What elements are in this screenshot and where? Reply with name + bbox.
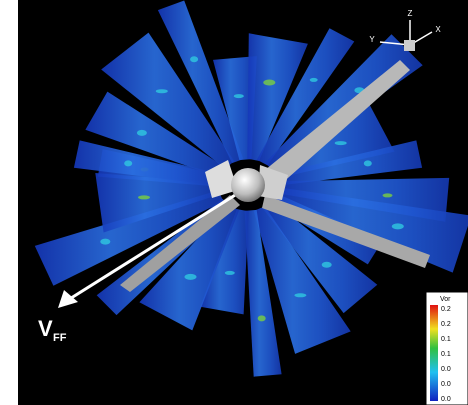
vortex [100,239,110,245]
sphere [231,168,265,202]
legend-label: 0.0 [441,366,451,373]
vortex [190,56,198,62]
triad-cube [404,40,415,51]
colorbar [430,305,438,401]
vortex [392,223,404,229]
legend-label: 0.0 [441,396,451,403]
legend-label: 0.0 [441,381,451,388]
visualization: V FF Z Y X Vor 0.2 0.2 0.1 0.1 0.0 0.0 0.0 [0,0,468,405]
triad-label: X [435,25,441,34]
velocity-subscript: FF [53,332,67,344]
legend-label: 0.1 [441,351,451,358]
vortex [138,195,150,199]
legend-label: 0.2 [441,306,451,313]
vortex [263,80,275,86]
legend-label: 0.2 [441,321,451,328]
triad-label: Y [369,35,375,44]
vortex [258,315,266,321]
vortex [156,89,168,93]
vortex [322,262,332,268]
vortex [335,141,347,145]
vortex [383,193,393,197]
legend-label: 0.1 [441,336,451,343]
vortex [310,78,318,82]
legend: Vor 0.2 0.2 0.1 0.1 0.0 0.0 0.0 [426,292,468,405]
legend-title: Vor [440,296,451,303]
vortex [234,94,244,98]
vortex [294,293,306,297]
triad-label: Z [408,9,413,18]
vortex [137,130,147,136]
vortex [364,160,372,166]
vortex [185,274,197,280]
velocity-label: V [38,316,53,341]
vortex [225,271,235,275]
vortex [124,160,132,166]
